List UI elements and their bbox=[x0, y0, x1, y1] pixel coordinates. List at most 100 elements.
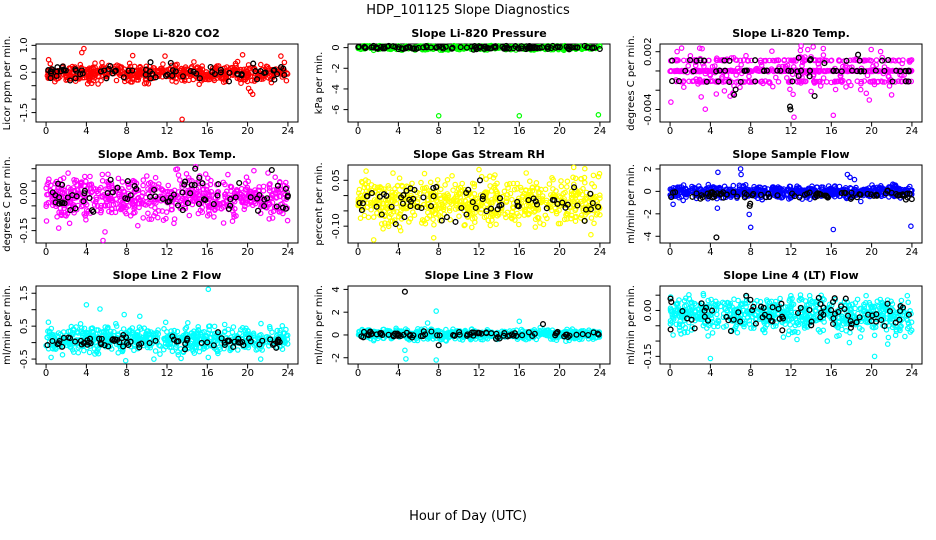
svg-text:1.0: 1.0 bbox=[19, 37, 30, 53]
data-points bbox=[667, 166, 915, 241]
svg-text:-0.5: -0.5 bbox=[19, 349, 30, 369]
subplot-slope-line3-flow: Slope Line 3 Flow ml/min per min. 0 4 8 12 1… bbox=[312, 263, 624, 385]
svg-text:16: 16 bbox=[513, 247, 526, 258]
axes: 0 4 8 12 16 20 240.00-0.15 bbox=[643, 285, 923, 379]
subplot-title: Slope Line 3 Flow bbox=[425, 269, 534, 282]
plot-area: Slope Li-820 Pressure kPa per min. 0 4 8 12… bbox=[314, 27, 611, 137]
svg-text:0.00: 0.00 bbox=[19, 182, 30, 204]
y-axis-label: kPa per min. bbox=[314, 52, 325, 115]
y-axis-label: degrees C per min. bbox=[2, 156, 13, 251]
svg-text:20: 20 bbox=[865, 126, 878, 137]
svg-text:24: 24 bbox=[594, 126, 607, 137]
svg-text:16: 16 bbox=[513, 126, 526, 137]
y-axis-label: ml/min per min. bbox=[626, 164, 637, 244]
axes: 0 4 8 12 16 20 24 1.5 0.5 -0.5 bbox=[19, 285, 299, 379]
subplot-slope-li820-pressure: Slope Li-820 Pressure kPa per min. 0 4 8 12… bbox=[312, 21, 624, 143]
svg-text:8: 8 bbox=[748, 247, 754, 258]
svg-text:-6: -6 bbox=[331, 105, 342, 115]
svg-text:-0.004: -0.004 bbox=[643, 93, 654, 125]
svg-text:8: 8 bbox=[124, 126, 130, 137]
subplot-title: Slope Line 4 (LT) Flow bbox=[723, 269, 858, 282]
data-points bbox=[667, 290, 915, 362]
subplot-title: Slope Li-820 Temp. bbox=[732, 27, 850, 40]
plot-area: Slope Line 2 Flow ml/min per min. 0 4 8 12 1… bbox=[2, 269, 299, 379]
svg-text:12: 12 bbox=[473, 247, 486, 258]
svg-text:16: 16 bbox=[201, 126, 214, 137]
svg-text:20: 20 bbox=[553, 247, 566, 258]
plot-area: Slope Line 4 (LT) Flow ml/min per min. 0… bbox=[626, 269, 923, 379]
svg-text:2: 2 bbox=[643, 166, 654, 172]
subplot-slope-line4-lt-flow: Slope Line 4 (LT) Flow ml/min per min. 0… bbox=[624, 263, 936, 385]
svg-text:16: 16 bbox=[825, 126, 838, 137]
axes: 0 4 8 12 16 20 240.00-0.15 bbox=[19, 164, 299, 258]
subplot-title: Slope Line 2 Flow bbox=[113, 269, 222, 282]
svg-text:0: 0 bbox=[355, 247, 361, 258]
subplot-title: Slope Gas Stream RH bbox=[413, 148, 545, 161]
svg-text:0: 0 bbox=[355, 126, 361, 137]
subplot-slope-li820-temp: Slope Li-820 Temp. degrees C per min. 0 4… bbox=[624, 21, 936, 143]
plot-area: Slope Sample Flow ml/min per min. 0 4 8 12 1… bbox=[626, 148, 923, 258]
svg-text:0: 0 bbox=[43, 247, 49, 258]
svg-text:-4: -4 bbox=[331, 84, 342, 94]
svg-text:0: 0 bbox=[667, 126, 673, 137]
svg-text:4: 4 bbox=[707, 126, 713, 137]
svg-text:16: 16 bbox=[201, 247, 214, 258]
svg-text:8: 8 bbox=[436, 247, 442, 258]
svg-text:-0.15: -0.15 bbox=[19, 218, 30, 244]
svg-text:24: 24 bbox=[906, 126, 919, 137]
svg-text:-0.10: -0.10 bbox=[331, 213, 342, 239]
plot-area: Slope Gas Stream RH percent per min. 0 4 8… bbox=[314, 148, 611, 258]
svg-text:24: 24 bbox=[594, 247, 607, 258]
data-points bbox=[44, 45, 291, 123]
svg-text:0: 0 bbox=[331, 44, 342, 50]
svg-text:1.5: 1.5 bbox=[19, 285, 30, 301]
axes: 0 4 8 12 16 20 24 0.05 -0.10 bbox=[331, 164, 611, 258]
svg-text:-1.5: -1.5 bbox=[19, 103, 30, 123]
svg-text:12: 12 bbox=[161, 126, 174, 137]
svg-text:8: 8 bbox=[124, 247, 130, 258]
svg-text:24: 24 bbox=[282, 247, 295, 258]
svg-text:0.002: 0.002 bbox=[643, 37, 654, 66]
svg-text:12: 12 bbox=[785, 126, 798, 137]
svg-text:-4: -4 bbox=[643, 231, 654, 241]
svg-text:0: 0 bbox=[643, 188, 654, 194]
svg-text:4: 4 bbox=[83, 368, 89, 379]
data-points bbox=[667, 43, 915, 121]
svg-text:-2: -2 bbox=[331, 63, 342, 73]
data-points bbox=[355, 288, 603, 363]
svg-text:24: 24 bbox=[906, 247, 919, 258]
subplot-title: Slope Amb. Box Temp. bbox=[98, 148, 236, 161]
subplot-slope-amb-box-temp: Slope Amb. Box Temp. degrees C per min. … bbox=[0, 142, 312, 264]
subplot-title: Slope Li-820 Pressure bbox=[411, 27, 546, 40]
y-axis-label: ml/min per min. bbox=[626, 285, 637, 365]
svg-text:12: 12 bbox=[785, 247, 798, 258]
data-points bbox=[355, 164, 603, 243]
svg-text:20: 20 bbox=[241, 126, 254, 137]
figure-title: HDP_101125 Slope Diagnostics bbox=[366, 3, 570, 18]
svg-text:20: 20 bbox=[241, 368, 254, 379]
y-axis-label: degrees C per min. bbox=[626, 35, 637, 130]
svg-text:20: 20 bbox=[865, 247, 878, 258]
svg-text:12: 12 bbox=[161, 368, 174, 379]
svg-text:8: 8 bbox=[748, 126, 754, 137]
svg-text:24: 24 bbox=[282, 126, 295, 137]
data-points bbox=[355, 42, 603, 119]
subplot-slope-line2-flow: Slope Line 2 Flow ml/min per min. 0 4 8 12 1… bbox=[0, 263, 312, 385]
svg-text:4: 4 bbox=[395, 126, 401, 137]
svg-text:0.05: 0.05 bbox=[331, 169, 342, 191]
svg-text:8: 8 bbox=[436, 126, 442, 137]
subplot-title: Slope Li-820 CO2 bbox=[114, 27, 220, 40]
y-axis-label: Licor ppm per min. bbox=[2, 36, 13, 131]
svg-text:24: 24 bbox=[282, 368, 295, 379]
svg-text:20: 20 bbox=[553, 126, 566, 137]
axes: 0 4 8 12 16 20 24 0 -2 -4 -6 bbox=[331, 43, 611, 137]
svg-text:0: 0 bbox=[43, 126, 49, 137]
subplot-slope-li820-co2: Slope Li-820 CO2 Licor ppm per min. 0 4 8 1… bbox=[0, 21, 312, 143]
svg-text:4: 4 bbox=[395, 247, 401, 258]
y-axis-label: percent per min. bbox=[314, 162, 325, 245]
subplot-title: Slope Sample Flow bbox=[732, 148, 849, 161]
svg-text:0: 0 bbox=[667, 247, 673, 258]
svg-text:16: 16 bbox=[825, 247, 838, 258]
svg-text:12: 12 bbox=[473, 126, 486, 137]
